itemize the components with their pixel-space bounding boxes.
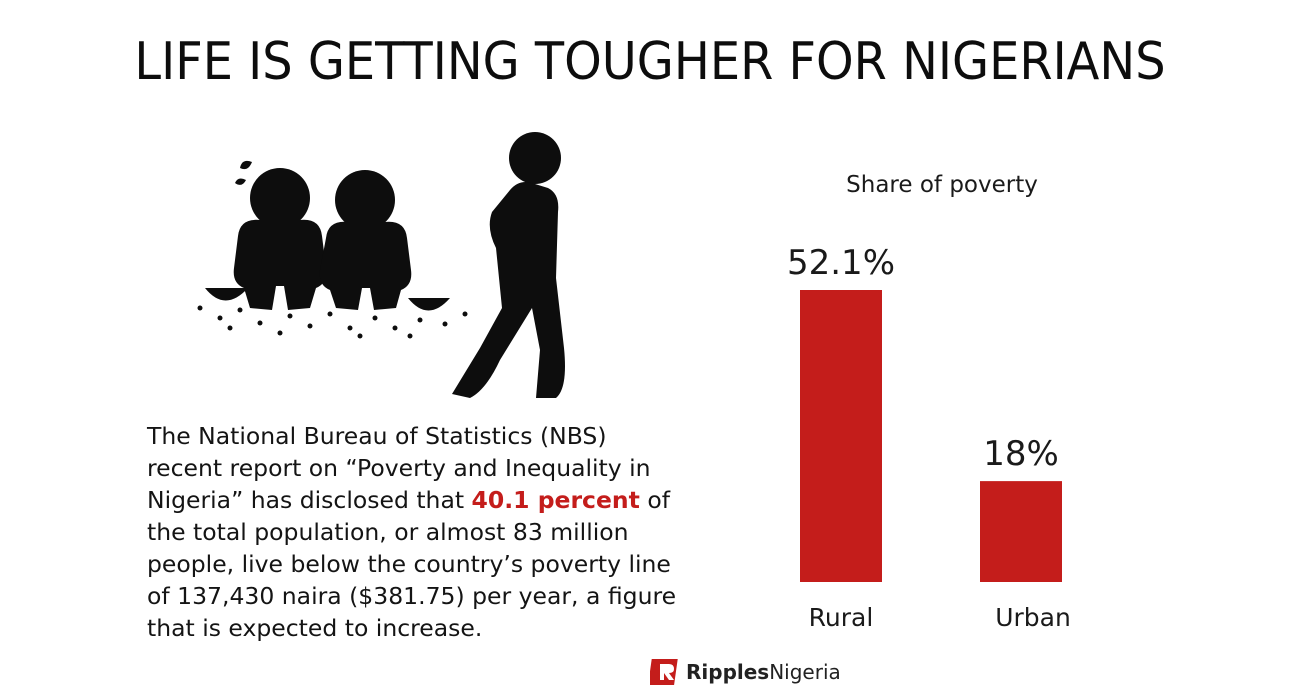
poverty-people-icon <box>197 132 565 398</box>
bar-urban <box>980 481 1062 582</box>
poverty-bar-chart: Share of poverty 52.1% Rural 18% Urban <box>787 172 1071 632</box>
page-title: LIFE IS GETTING TOUGHER FOR NIGERIANS <box>134 32 1166 92</box>
body-text-part1: The National Bureau of Statistics (NBS) … <box>147 422 651 514</box>
ripples-nigeria-logo: RipplesNigeria <box>650 655 841 689</box>
logo-text: RipplesNigeria <box>686 660 841 684</box>
logo-brand-light: Nigeria <box>769 660 841 684</box>
logo-brand-bold: Ripples <box>686 660 770 684</box>
data-label-rural: 52.1% <box>787 243 895 283</box>
category-label-urban: Urban <box>995 603 1071 632</box>
chart-title: Share of poverty <box>846 172 1038 198</box>
body-highlight: 40.1 percent <box>471 486 640 514</box>
ripples-logo-icon <box>650 659 678 685</box>
body-paragraph: The National Bureau of Statistics (NBS) … <box>147 420 687 644</box>
body-text-part2: of the total population, or almost 83 mi… <box>147 486 677 642</box>
category-label-rural: Rural <box>809 603 874 632</box>
data-label-urban: 18% <box>983 434 1059 474</box>
bar-rural <box>800 290 882 582</box>
